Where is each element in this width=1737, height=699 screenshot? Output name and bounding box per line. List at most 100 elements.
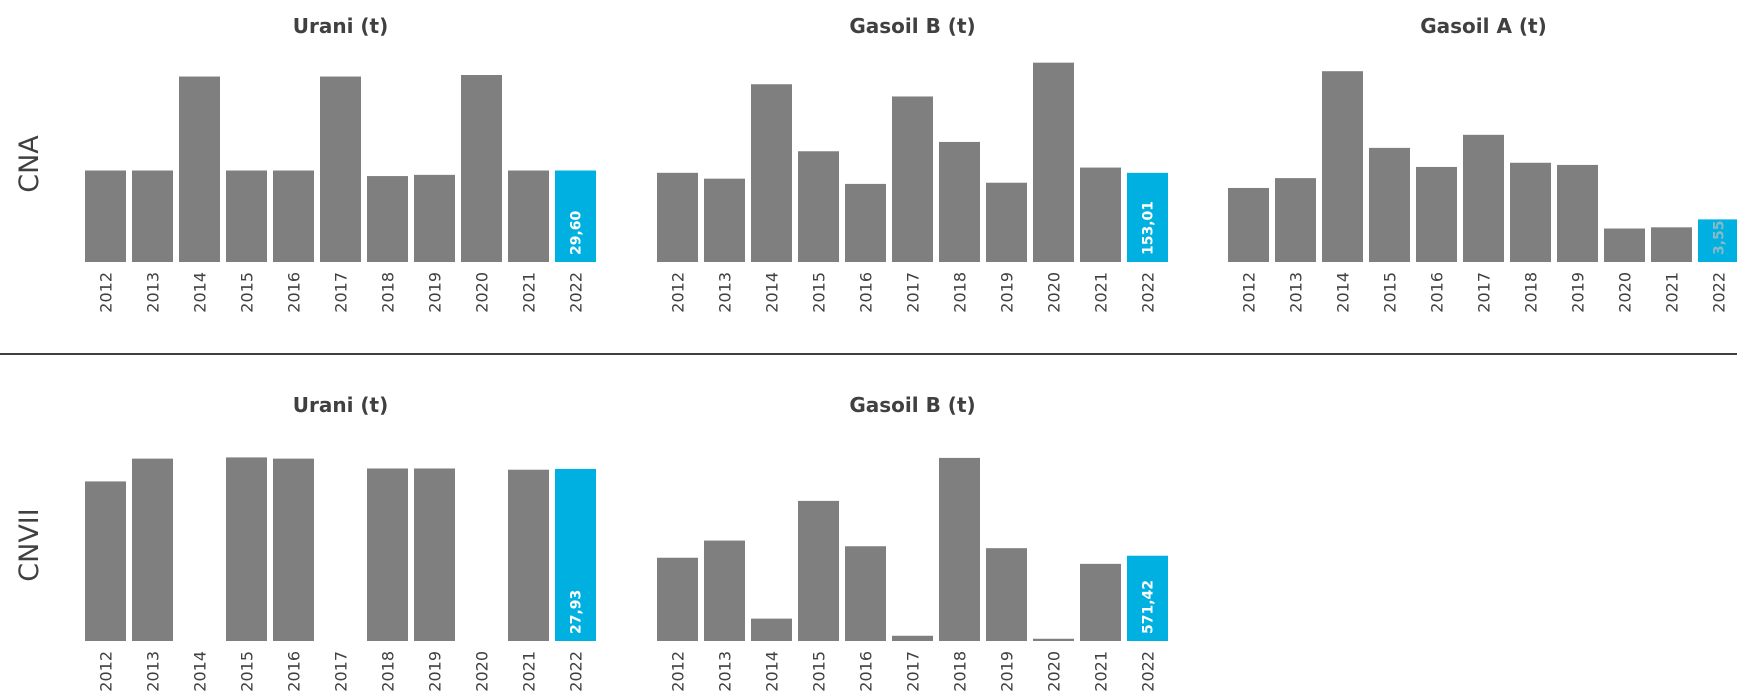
data-label: 571,42	[1141, 580, 1157, 634]
x-tick-label: 2016	[285, 272, 304, 313]
bar-highlight	[1127, 172, 1168, 262]
bar	[986, 548, 1027, 641]
bar	[1033, 62, 1074, 262]
x-tick-label: 2022	[567, 272, 586, 313]
bar	[751, 618, 792, 641]
bar	[892, 635, 933, 641]
x-tick-label: 2013	[144, 651, 163, 692]
bar	[226, 170, 267, 262]
x-tick-label: 2021	[1092, 651, 1111, 692]
bar	[320, 76, 361, 262]
bar	[1080, 167, 1121, 262]
data-label: 3,55	[1712, 220, 1728, 255]
x-tick-label: 2013	[716, 272, 735, 313]
bar	[704, 178, 745, 262]
bar	[1416, 166, 1457, 262]
bar	[132, 458, 173, 641]
x-tick-label: 2020	[1045, 651, 1064, 692]
bar-highlight	[555, 468, 596, 641]
chart-title: Gasoil A (t)	[1420, 14, 1547, 38]
data-label: 27,93	[569, 590, 585, 634]
bar	[1604, 228, 1645, 262]
x-tick-label: 2014	[191, 272, 210, 313]
bar	[273, 458, 314, 641]
bar	[508, 469, 549, 641]
bar	[798, 151, 839, 262]
bar	[414, 174, 455, 262]
x-tick-label: 2012	[669, 651, 688, 692]
x-tick-label: 2018	[951, 651, 970, 692]
x-tick-label: 2017	[1475, 272, 1494, 313]
bar	[986, 182, 1027, 262]
x-tick-label: 2018	[951, 272, 970, 313]
chart-title: Gasoil B (t)	[849, 14, 975, 38]
charts-layer: Urani (t) 2012 2013 2014 2015 2016 2017 2018 201…	[85, 14, 1737, 692]
x-tick-label: 2014	[191, 651, 210, 692]
x-tick-label: 2014	[763, 651, 782, 692]
chart-title: Urani (t)	[293, 393, 389, 417]
bar	[179, 76, 220, 262]
data-label: 153,01	[1141, 201, 1157, 255]
x-tick-label: 2022	[1710, 272, 1729, 313]
bar	[751, 84, 792, 262]
row-label-cna: CNA	[14, 135, 45, 193]
bar-highlight	[555, 170, 596, 262]
x-tick-label: 2019	[998, 272, 1017, 313]
bar-chart-3: Gasoil A (t) 2012 2013 2014 2015 2016 2017 2018…	[1228, 14, 1737, 313]
bar-highlight	[1698, 219, 1737, 262]
x-tick-label: 2014	[1334, 272, 1353, 313]
bar	[939, 457, 980, 641]
x-tick-label: 2016	[857, 651, 876, 692]
bar	[414, 468, 455, 641]
bar	[939, 141, 980, 262]
x-tick-label: 2019	[426, 651, 445, 692]
bar	[1228, 187, 1269, 262]
bar-chart-4: Urani (t) 2012 2013 2014 2015 2016 2017 2018 201…	[85, 393, 596, 692]
x-tick-label: 2021	[520, 651, 539, 692]
x-tick-label: 2015	[810, 272, 829, 313]
bar	[657, 557, 698, 641]
chart-title: Gasoil B (t)	[849, 393, 975, 417]
x-tick-label: 2021	[1092, 272, 1111, 313]
bar	[367, 176, 408, 262]
data-label: 29,60	[569, 210, 585, 255]
x-tick-label: 2015	[810, 651, 829, 692]
bar	[85, 170, 126, 262]
bar	[892, 96, 933, 263]
bar	[1557, 164, 1598, 262]
x-tick-label: 2020	[473, 272, 492, 313]
bar-chart-2: Gasoil B (t) 2012 2013 2014 2015 2016 2017 2018…	[657, 14, 1168, 313]
x-tick-label: 2018	[379, 272, 398, 313]
x-tick-label: 2021	[1663, 272, 1682, 313]
bar	[657, 172, 698, 262]
bar	[461, 75, 502, 262]
x-tick-label: 2015	[238, 272, 257, 313]
bar	[1080, 563, 1121, 641]
bar	[845, 183, 886, 262]
bar	[273, 170, 314, 262]
x-tick-label: 2013	[144, 272, 163, 313]
bar	[704, 540, 745, 641]
bar-chart-1: Urani (t) 2012 2013 2014 2015 2016 2017 2018 201…	[85, 14, 596, 313]
bar	[1033, 638, 1074, 641]
x-tick-label: 2015	[238, 651, 257, 692]
x-tick-label: 2017	[904, 651, 923, 692]
x-tick-label: 2017	[332, 651, 351, 692]
bar	[226, 457, 267, 641]
x-tick-label: 2020	[1616, 272, 1635, 313]
bar	[85, 481, 126, 641]
bar	[508, 170, 549, 262]
x-tick-label: 2019	[426, 272, 445, 313]
x-tick-label: 2015	[1381, 272, 1400, 313]
x-tick-label: 2019	[1569, 272, 1588, 313]
x-tick-label: 2017	[332, 272, 351, 313]
bar	[1369, 147, 1410, 262]
x-tick-label: 2022	[1139, 272, 1158, 313]
x-tick-label: 2017	[904, 272, 923, 313]
bar	[798, 500, 839, 641]
x-tick-label: 2012	[1240, 272, 1259, 313]
bar	[367, 468, 408, 641]
x-tick-label: 2021	[520, 272, 539, 313]
x-tick-label: 2013	[716, 651, 735, 692]
bar-highlight	[1127, 555, 1168, 641]
